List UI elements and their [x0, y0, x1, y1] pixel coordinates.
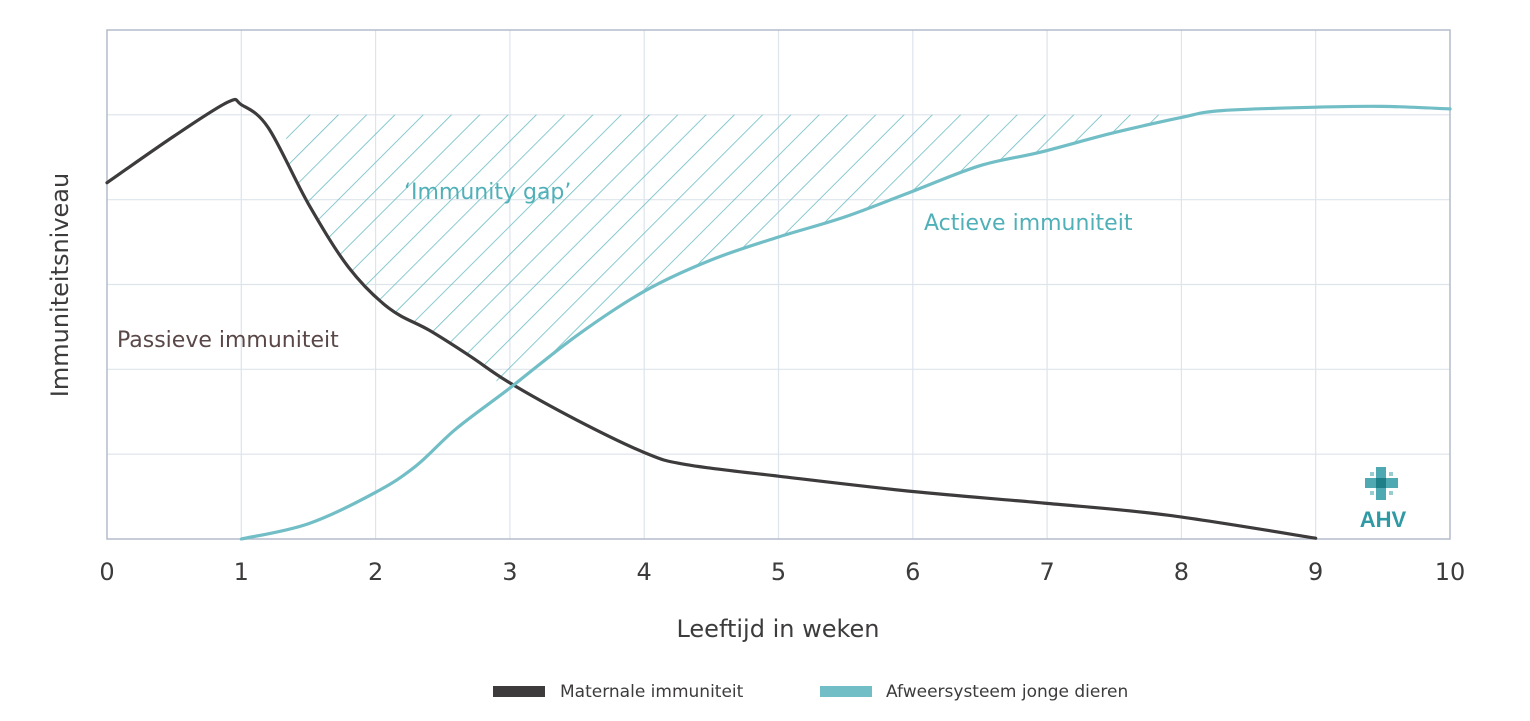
series-lines	[105, 97, 1452, 541]
active-immunity-label: Actieve immuniteit	[924, 211, 1133, 236]
x-tick-label: 5	[771, 558, 786, 586]
x-tick-label: 4	[637, 558, 652, 586]
immunity-gap-label: ‘Immunity gap’	[404, 180, 571, 205]
x-tick-label: 3	[502, 558, 517, 586]
x-tick-label: 0	[99, 558, 114, 586]
x-tick-label: 2	[368, 558, 383, 586]
x-tick-label: 9	[1308, 558, 1323, 586]
passive-immunity-label: Passieve immuniteit	[117, 328, 339, 353]
grid	[107, 30, 1450, 539]
x-tick-label: 10	[1435, 558, 1466, 586]
legend-swatch-active	[820, 686, 872, 697]
maternal-immunity-line	[105, 97, 1318, 540]
x-tick-label: 7	[1039, 558, 1054, 586]
plot-frame	[106, 29, 1451, 540]
legend: Maternale immuniteit Afweersysteem jonge…	[493, 682, 1128, 702]
y-axis-title: Immuniteitsniveau	[46, 173, 74, 397]
x-tick-label: 1	[234, 558, 249, 586]
x-tick-labels: 0 1 2 3 4 5 6 7 8 9 10	[99, 558, 1465, 586]
logo-text: AHV	[1360, 507, 1407, 532]
immunity-gap-area	[284, 114, 1168, 399]
x-axis-title: Leeftijd in weken	[676, 615, 879, 643]
active-immunity-line	[239, 104, 1452, 541]
cross-icon	[1365, 467, 1398, 500]
legend-swatch-maternal	[493, 686, 545, 697]
legend-label-active: Afweersysteem jonge dieren	[886, 682, 1128, 702]
x-tick-label: 6	[905, 558, 920, 586]
ahv-logo: AHV	[1360, 467, 1407, 532]
legend-label-maternal: Maternale immuniteit	[560, 682, 744, 702]
x-tick-label: 8	[1174, 558, 1189, 586]
